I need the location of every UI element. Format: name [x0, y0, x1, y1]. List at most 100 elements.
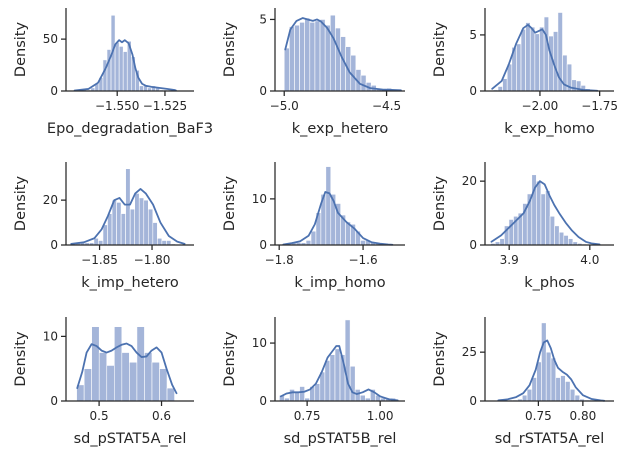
histogram-bar [114, 41, 120, 92]
subplot-k-exp-hetero: −5.0 −4.5 0 5 k_exp_hetero Density [222, 8, 405, 137]
y-tick-label: 0 [50, 238, 58, 252]
histogram-bar [549, 215, 555, 246]
histogram-bar [548, 35, 554, 92]
histogram-bar [558, 231, 565, 246]
kde-curve [70, 188, 186, 245]
histogram-bar [309, 22, 316, 92]
histogram-bar [139, 85, 144, 92]
histogram-bar [166, 240, 172, 246]
histogram-bar [148, 208, 154, 246]
subplot-sd-rstat5a-rel: 0.75 0.80 0 25 sd_rSTAT5A_rel Density [432, 317, 614, 447]
x-tick-label: −1.525 [143, 99, 187, 113]
x-axis-label: sd_pSTAT5B_rel [284, 431, 397, 447]
histogram-bar [118, 46, 124, 92]
y-tick-label: 10 [252, 192, 267, 206]
histogram-bar [516, 43, 522, 92]
y-tick-label: 10 [252, 336, 267, 350]
kde-curve [73, 39, 177, 92]
y-axis-label: Density [432, 331, 448, 387]
y-tick-label: 10 [43, 329, 58, 343]
y-axis-label: Density [222, 331, 238, 387]
y-tick-label: 20 [462, 174, 477, 188]
histogram-bar [539, 26, 545, 92]
x-axis-label: sd_pSTAT5A_rel [74, 431, 187, 447]
y-axis-label: Density [222, 176, 238, 232]
histogram-bar [111, 199, 117, 246]
x-tick-label: 0.80 [570, 409, 597, 423]
histogram-bar [554, 225, 560, 246]
histogram-bar [325, 166, 332, 246]
histogram-bar [299, 386, 305, 402]
x-tick-label: 3.9 [500, 253, 519, 267]
kde-curve [282, 191, 394, 246]
y-tick-label: 0 [469, 84, 477, 98]
y-tick-label: 5 [259, 12, 267, 26]
y-axis-label: Density [432, 176, 448, 232]
subplot-k-imp-homo: −1.8 −1.6 0 10 k_imp_homo Density [222, 162, 405, 291]
y-tick-label: 0 [259, 238, 267, 252]
histogram-bar [83, 368, 92, 402]
x-tick-label: 0.75 [525, 409, 552, 423]
histogram-bar [129, 208, 135, 246]
histogram-bar [129, 361, 138, 402]
x-axis-label: k_imp_homo [294, 275, 385, 291]
histogram-bar [324, 360, 331, 402]
y-tick-label: 20 [43, 193, 58, 207]
histogram-bar [520, 29, 526, 92]
histogram-bar [545, 190, 551, 246]
histogram-bar [304, 17, 311, 92]
x-tick-label: −5.0 [270, 99, 299, 113]
y-tick-label: 0 [50, 84, 58, 98]
histogram-bar [91, 326, 100, 402]
histogram-bar [294, 392, 300, 402]
histogram-bar [106, 365, 115, 402]
histogram-bar [563, 235, 569, 246]
histogram-bar [540, 193, 546, 246]
histogram-bar [499, 238, 505, 246]
histogram-bar [525, 22, 531, 92]
histogram-bar [161, 240, 167, 246]
histogram-bar [157, 237, 163, 246]
y-tick-label: 0 [259, 84, 267, 98]
histogram-bar [121, 352, 130, 402]
histogram-bar [305, 240, 312, 246]
x-tick-label: −1.6 [348, 253, 377, 267]
histogram-bar [529, 26, 536, 92]
histogram-bar [545, 351, 552, 402]
histogram-bar [329, 14, 336, 92]
histogram-bar [521, 394, 528, 402]
y-tick-label: 0 [259, 394, 267, 408]
histogram-bar [541, 322, 547, 402]
histogram-bar [550, 357, 557, 402]
histogram-bar [289, 26, 295, 92]
histogram-bar [354, 389, 361, 402]
x-axis-label: k_phos [524, 275, 574, 291]
histogram-bar [98, 240, 104, 246]
histogram-bar [283, 47, 290, 92]
x-tick-label: 0.75 [294, 409, 321, 423]
kde-curve [76, 342, 178, 395]
histogram-bar [536, 180, 542, 246]
kde-curve [490, 180, 601, 246]
subplot-sd-pstat5a-rel: 0.5 0.6 0 10 sd_pSTAT5A_rel Density [13, 317, 194, 447]
histogram-bar [497, 86, 503, 92]
x-tick-label: −1.8 [265, 253, 294, 267]
histogram-bar [107, 213, 113, 246]
histogram-bar [568, 238, 574, 246]
histogram-bar [102, 224, 108, 246]
histogram-bar [120, 213, 126, 246]
x-tick-label: 1.00 [367, 409, 394, 423]
y-axis-label: Density [13, 176, 29, 232]
x-tick-label: −1.75 [581, 99, 618, 113]
histogram-bar [552, 31, 559, 92]
histogram-bar [136, 326, 145, 402]
y-axis-label: Density [13, 331, 29, 387]
histogram-bar [565, 381, 571, 402]
kde-curve [497, 339, 606, 402]
histogram-bar [299, 22, 305, 92]
histogram-bar [93, 237, 99, 246]
histogram-bar [349, 365, 356, 402]
x-tick-label: −1.85 [81, 253, 118, 267]
histogram-bar [98, 352, 108, 402]
x-tick-label: 0.6 [152, 409, 171, 423]
